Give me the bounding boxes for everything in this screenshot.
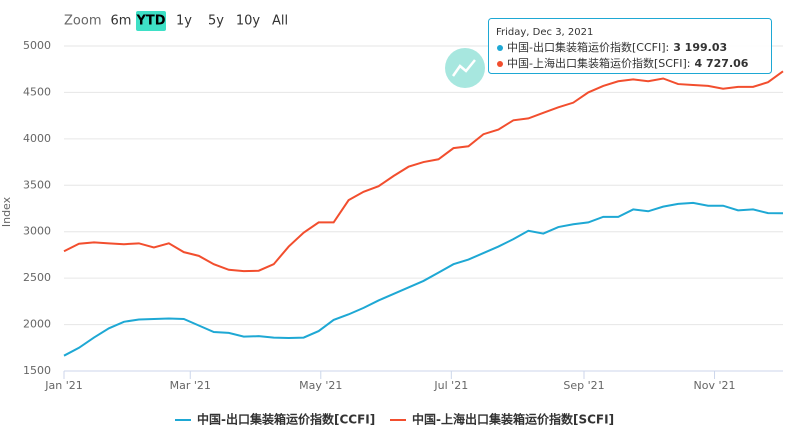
tooltip-row: 中国-上海出口集装箱运价指数[SCFI]: 4 727.06 xyxy=(507,56,749,70)
x-tick-label: Mar '21 xyxy=(170,379,211,392)
y-tick-label: 1500 xyxy=(23,364,51,377)
tooltip-series-name: 中国-出口集装箱运价指数[CCFI]: xyxy=(507,40,669,54)
series-line xyxy=(63,70,784,273)
zoom-button[interactable]: YTD xyxy=(135,14,165,29)
watermark-icon xyxy=(445,48,485,88)
tooltip-value: 4 727.06 xyxy=(695,57,749,70)
tooltip-dot xyxy=(497,45,503,51)
zoom-button[interactable]: 5y xyxy=(208,14,224,29)
x-tick-label: May '21 xyxy=(299,379,342,392)
zoom-button[interactable]: 6m xyxy=(111,14,132,29)
zoom-label: Zoom xyxy=(64,14,101,29)
x-tick-label: Nov '21 xyxy=(694,379,736,392)
series-line xyxy=(63,201,784,357)
y-tick-label: 2500 xyxy=(23,271,51,284)
zoom-button[interactable]: All xyxy=(272,14,288,29)
tooltip: Friday, Dec 3, 2021 中国-出口集装箱运价指数[CCFI]: 3 … xyxy=(488,18,772,74)
legend-label[interactable]: 中国-上海出口集装箱运价指数[SCFI] xyxy=(412,412,614,427)
y-tick-label: 2000 xyxy=(23,318,51,331)
tooltip-dot xyxy=(497,61,503,67)
legend-label[interactable]: 中国-出口集装箱运价指数[CCFI] xyxy=(197,412,375,427)
tooltip-date: Friday, Dec 3, 2021 xyxy=(496,27,593,38)
zoom-button[interactable]: 10y xyxy=(236,14,261,29)
tooltip-box xyxy=(488,18,772,74)
y-tick-label: 4500 xyxy=(23,85,51,98)
x-tick-label: Sep '21 xyxy=(563,379,604,392)
y-tick-label: 5000 xyxy=(23,39,51,52)
y-tick-label: 3000 xyxy=(23,225,51,238)
x-tick-label: Jan '21 xyxy=(44,379,82,392)
y-tick-label: 3500 xyxy=(23,178,51,191)
zoom-button-bg[interactable] xyxy=(136,11,166,31)
y-axis-title: Index xyxy=(0,196,13,227)
x-tick-label: Jul '21 xyxy=(433,379,468,392)
tooltip-value: 3 199.03 xyxy=(673,41,727,54)
tooltip-series-name: 中国-上海出口集装箱运价指数[SCFI]: xyxy=(507,56,691,70)
tooltip-row: 中国-出口集装箱运价指数[CCFI]: 3 199.03 xyxy=(507,40,727,54)
zoom-button[interactable]: 1y xyxy=(176,14,192,29)
y-tick-label: 4000 xyxy=(23,132,51,145)
